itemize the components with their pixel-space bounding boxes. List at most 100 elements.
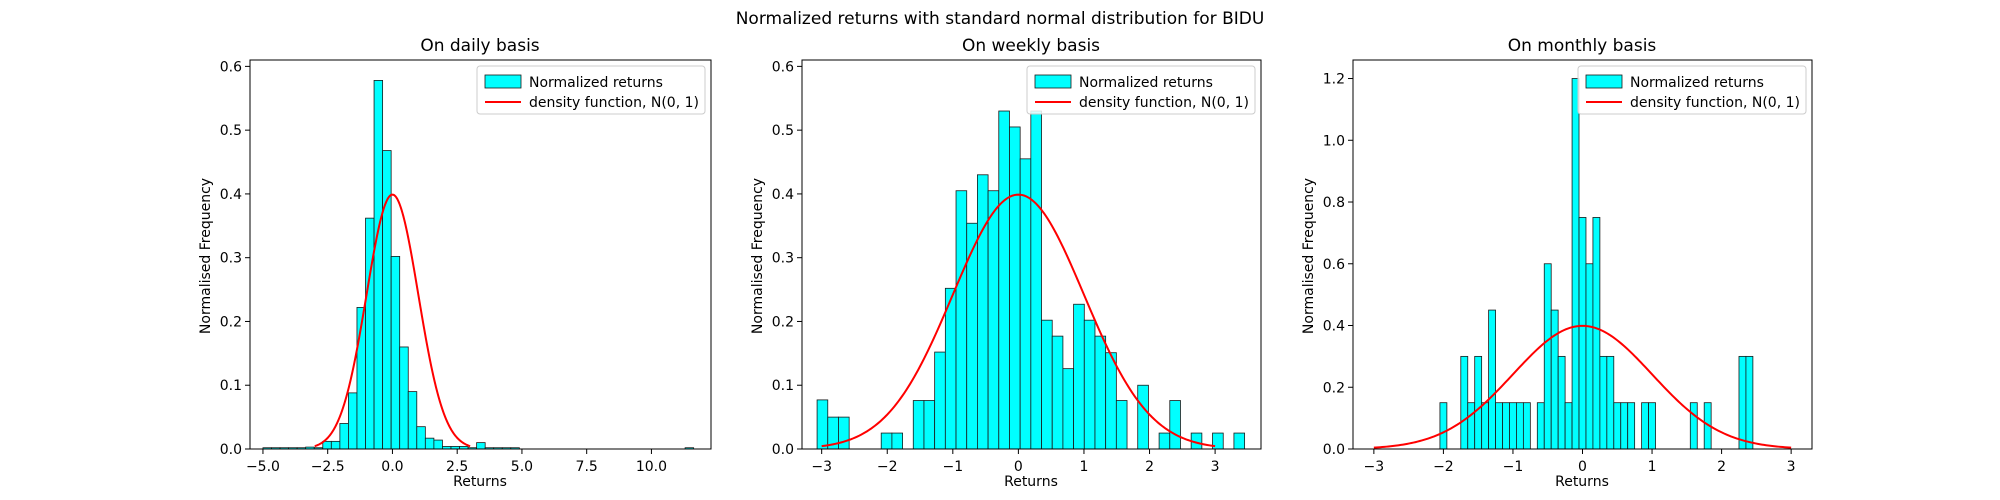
histogram-bar: [1745, 355, 1754, 450]
x-axis-label-monthly: Returns: [1555, 474, 1609, 490]
histogram-bar: [944, 287, 957, 450]
y-tick-label: 0.8: [1323, 195, 1345, 211]
x-tick-label: 1: [1079, 459, 1088, 475]
y-tick-label: 0.4: [1323, 319, 1345, 335]
histogram-bar: [1051, 335, 1064, 450]
histogram-bar: [880, 432, 893, 450]
x-tick-label: 7.5: [576, 459, 598, 475]
histogram-bar: [955, 190, 968, 450]
histogram-bar: [1158, 432, 1171, 450]
y-tick-label: 0.5: [220, 123, 242, 139]
legend-label-density: density function, N(0, 1): [1079, 95, 1249, 111]
histogram-bar: [1105, 352, 1117, 450]
y-tick-label: 0.1: [220, 378, 242, 394]
histogram-bar: [1094, 335, 1107, 450]
histogram-bar: [1019, 158, 1032, 450]
y-tick-label: 1.2: [1323, 72, 1345, 88]
histogram-bar: [1488, 309, 1496, 450]
histogram-bar: [348, 392, 358, 450]
legend-swatch-bar: [1585, 74, 1623, 89]
histogram-bar: [1585, 263, 1594, 450]
histogram-bar: [1073, 303, 1085, 450]
histogram-bar: [1460, 355, 1469, 450]
density-curve: [1373, 324, 1792, 449]
x-tick-label: 2: [1717, 459, 1726, 475]
histogram-bar: [1543, 263, 1552, 450]
histogram-bar: [1578, 217, 1587, 450]
x-axis-label-weekly: Returns: [1004, 474, 1058, 490]
histogram-bar: [424, 437, 435, 450]
histogram-bar: [1738, 355, 1747, 450]
histogram-bar: [891, 432, 903, 450]
histogram-bar: [1137, 384, 1149, 450]
x-tick-label: 3: [1787, 459, 1796, 475]
histogram-bar: [1599, 355, 1608, 450]
y-tick-label: 0.4: [772, 187, 794, 203]
legend-swatch-bar: [484, 74, 522, 89]
legend-label-histogram: Normalized returns: [1630, 75, 1764, 91]
histogram-bar: [330, 440, 341, 450]
y-tick-label: 0.4: [220, 187, 242, 203]
histogram-bar: [923, 400, 936, 450]
y-tick-label: 0.6: [220, 59, 242, 75]
histogram-bar: [399, 346, 409, 450]
histogram-bar: [1467, 402, 1476, 450]
histogram-bar: [1009, 126, 1021, 450]
y-axis-label-monthly: Normalised Frequency: [1301, 178, 1317, 334]
histogram-bar: [1627, 402, 1636, 450]
x-tick-label: 0.0: [381, 459, 403, 475]
histogram-bar: [433, 439, 443, 450]
legend: Normalized returns density function, N(0,…: [1577, 65, 1807, 115]
histogram-bar: [1233, 432, 1246, 450]
legend: Normalized returns density function, N(0,…: [1026, 65, 1256, 115]
legend-swatch-bar: [1034, 74, 1072, 89]
histogram-bar: [998, 110, 1010, 450]
histogram-bar: [390, 256, 401, 450]
x-tick-label: 2: [1145, 459, 1154, 475]
x-tick-label: 0: [1014, 459, 1023, 475]
histogram-bar: [816, 399, 829, 450]
legend-label-density: density function, N(0, 1): [529, 95, 699, 111]
x-tick-label: −3: [811, 459, 832, 475]
histogram-bar: [1516, 402, 1524, 450]
x-axis-label-daily: Returns: [453, 474, 507, 490]
histogram-bar: [1115, 400, 1128, 450]
y-tick-label: 0.6: [772, 59, 794, 75]
x-tick-label: 5.0: [511, 459, 533, 475]
histogram-bar: [1613, 402, 1622, 450]
y-tick-label: 0.1: [772, 378, 794, 394]
x-tick-label: −2: [877, 459, 898, 475]
x-tick-label: −1: [1503, 459, 1524, 475]
y-tick-label: 0.2: [1323, 380, 1345, 396]
histogram-bar: [1041, 319, 1053, 450]
legend-label-histogram: Normalized returns: [1079, 75, 1213, 91]
density-curve: [821, 193, 1216, 448]
histogram-bar: [1083, 319, 1096, 450]
figure-title: Normalized returns with standard normal …: [736, 9, 1265, 29]
panel-monthly: On monthly basis Returns Normalised Freq…: [1301, 36, 1813, 490]
histogram-bar: [1550, 309, 1559, 450]
legend-frame: [1026, 65, 1256, 115]
panel-daily: On daily basis Returns Normalised Freque…: [198, 36, 712, 490]
chart-title-daily: On daily basis: [420, 36, 539, 56]
legend-label-histogram: Normalized returns: [529, 75, 663, 91]
legend-label-density: density function, N(0, 1): [1630, 95, 1800, 111]
histogram-bar: [1536, 402, 1545, 450]
histogram-bar: [987, 190, 1000, 450]
x-tick-label: −5.0: [246, 459, 280, 475]
histogram-bar: [977, 174, 989, 450]
histogram-bar: [476, 442, 486, 450]
legend-frame: [1577, 65, 1807, 115]
histogram-bar: [1481, 402, 1490, 450]
histogram-bar: [934, 351, 946, 450]
y-tick-label: 1.0: [1323, 133, 1345, 149]
plot-area-frame: [801, 59, 1262, 450]
histogram-bar: [1030, 110, 1042, 450]
legend-frame: [476, 65, 706, 115]
chart-title-weekly: On weekly basis: [962, 36, 1100, 56]
y-tick-label: 0.3: [772, 251, 794, 267]
histogram-bar: [1641, 402, 1649, 450]
y-tick-label: 0.2: [772, 314, 794, 330]
histogram-bar: [1571, 78, 1580, 450]
